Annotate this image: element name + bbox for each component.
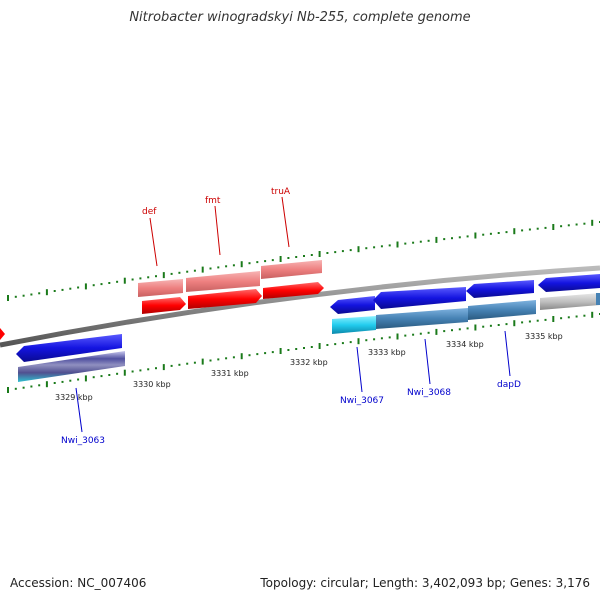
gene-label-nwi-3063[interactable]: Nwi_3063	[61, 436, 105, 446]
upper-scale-track	[7, 219, 600, 301]
gene-dapd-feature[interactable]	[466, 280, 536, 320]
scale-label-3330: 3330 kbp	[133, 380, 171, 389]
gene-label-nwi-3067[interactable]: Nwi_3067	[340, 396, 384, 406]
scale-label-3334: 3334 kbp	[446, 340, 484, 349]
scale-label-3331: 3331 kbp	[211, 369, 249, 378]
forward-strand-features	[138, 260, 324, 314]
lower-scale-track	[7, 311, 600, 393]
scale-label-3333: 3333 kbp	[368, 348, 406, 357]
gene-trua-feature[interactable]	[261, 260, 324, 299]
backbone-marker-arrow	[0, 328, 5, 340]
gene-fmt-feature[interactable]	[186, 271, 262, 309]
scale-labels: 3329 kbp 3330 kbp 3331 kbp 3332 kbp 3333…	[55, 332, 563, 402]
bottom-gene-labels: Nwi_3063 Nwi_3067 Nwi_3068 dapD	[61, 330, 521, 446]
gene-next-feature[interactable]	[538, 274, 600, 310]
gene-label-nwi-3068[interactable]: Nwi_3068	[407, 388, 451, 398]
gene-label-fmt[interactable]: fmt	[205, 196, 221, 206]
gene-nwi-3067-feature[interactable]	[330, 296, 376, 334]
page-title: Nitrobacter winogradskyi Nb-255, complet…	[129, 10, 471, 25]
gene-label-def[interactable]: def	[142, 207, 157, 217]
gene-def-feature[interactable]	[138, 279, 186, 314]
gene-nwi-3063-feature[interactable]	[16, 334, 125, 382]
gene-label-dapd[interactable]: dapD	[497, 380, 521, 390]
gene-nwi-3068-feature[interactable]	[373, 287, 468, 329]
accession-text: Accession: NC_007406	[10, 576, 147, 590]
genome-backbone	[0, 265, 600, 348]
top-gene-labels: def fmt truA	[142, 187, 291, 267]
scale-label-3329: 3329 kbp	[55, 393, 93, 402]
gene-label-trua[interactable]: truA	[271, 187, 291, 197]
scale-label-3335: 3335 kbp	[525, 332, 563, 341]
scale-label-3332: 3332 kbp	[290, 358, 328, 367]
topology-text: Topology: circular; Length: 3,402,093 bp…	[260, 576, 590, 590]
reverse-strand-features	[16, 274, 600, 382]
